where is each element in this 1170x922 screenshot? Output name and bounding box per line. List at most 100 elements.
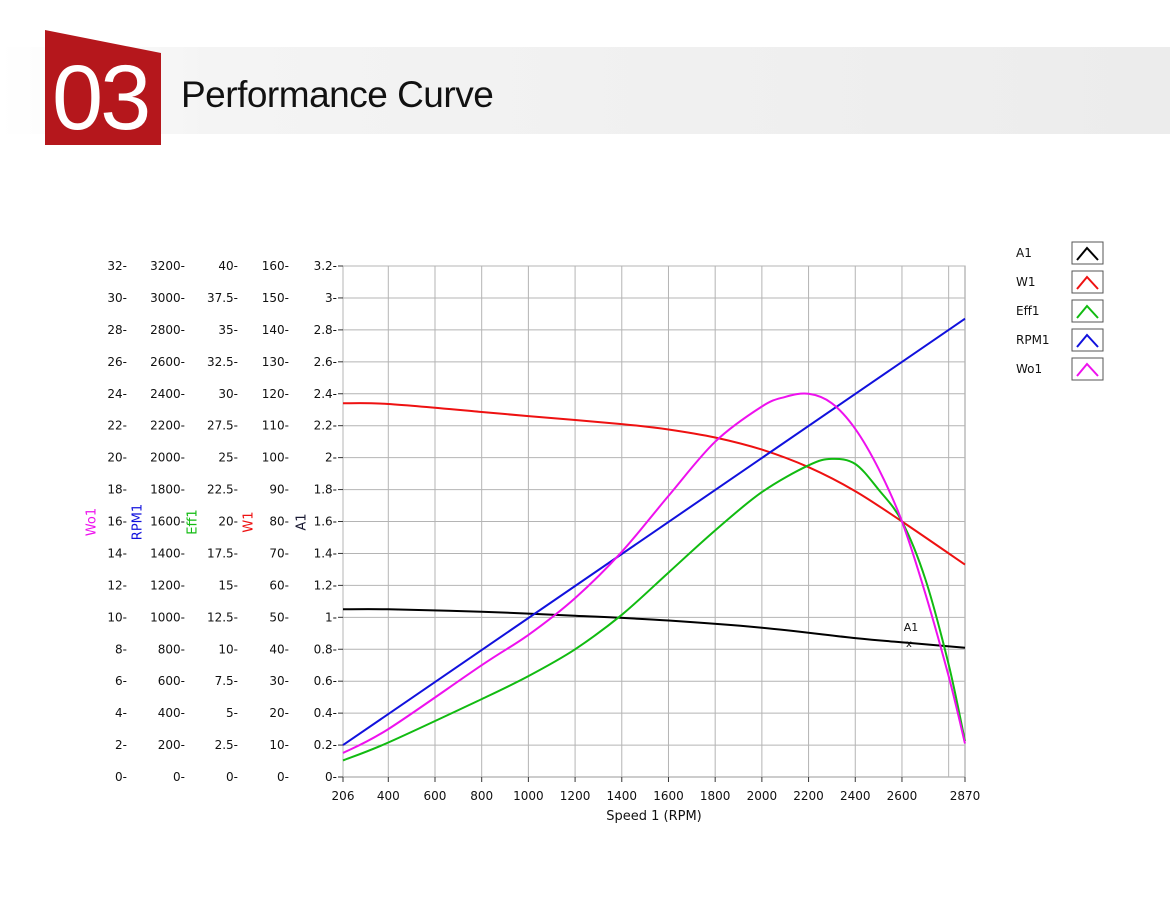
y-tick-label-rpm1: 1000- xyxy=(150,610,185,624)
legend-swatch-box xyxy=(1071,328,1104,352)
y-tick-label-w1: 70- xyxy=(269,546,289,560)
section-badge xyxy=(45,30,161,145)
legend-swatch-wo1 xyxy=(1076,362,1099,377)
y-tick-label-w1: 100- xyxy=(262,451,289,465)
y-tick-label-wo1: 22- xyxy=(107,419,127,433)
x-tick-label: 400 xyxy=(377,789,400,803)
y-tick-label-eff1: 7.5- xyxy=(215,674,238,688)
x-tick-label: 1000 xyxy=(513,789,544,803)
y-tick-label-rpm1: 2800- xyxy=(150,323,185,337)
y-axis-title-w1: W1 xyxy=(242,511,257,532)
y-tick-label-a1: 1.8- xyxy=(314,483,337,497)
y-tick-label-eff1: 30- xyxy=(218,387,238,401)
y-tick-label-wo1: 24- xyxy=(107,387,127,401)
x-tick-label: 1600 xyxy=(653,789,684,803)
y-tick-label-eff1: 15- xyxy=(218,578,238,592)
y-axis-title-rpm1: RPM1 xyxy=(131,504,146,540)
x-tick-label: 2600 xyxy=(887,789,918,803)
x-tick-label: 1400 xyxy=(607,789,638,803)
section-number: 03 xyxy=(52,47,151,149)
y-tick-label-eff1: 22.5- xyxy=(207,483,238,497)
y-tick-label-eff1: 0- xyxy=(226,770,238,784)
legend-swatch-a1 xyxy=(1076,246,1099,261)
y-tick-label-eff1: 32.5- xyxy=(207,355,238,369)
x-tick-label: 2400 xyxy=(840,789,871,803)
x-tick-label: 2870 xyxy=(950,789,981,803)
y-tick-label-a1: 3- xyxy=(325,291,337,305)
y-tick-label-w1: 20- xyxy=(269,706,289,720)
y-tick-label-eff1: 37.5- xyxy=(207,291,238,305)
y-tick-label-w1: 60- xyxy=(269,578,289,592)
y-tick-label-wo1: 18- xyxy=(107,483,127,497)
legend-swatch-rpm1 xyxy=(1076,333,1099,348)
x-tick-label: 1800 xyxy=(700,789,731,803)
y-tick-label-w1: 150- xyxy=(262,291,289,305)
y-tick-label-wo1: 4- xyxy=(115,706,127,720)
y-axis-title-eff1: Eff1 xyxy=(186,509,201,534)
legend-swatch-box xyxy=(1071,299,1104,323)
page-title: Performance Curve xyxy=(181,74,494,115)
y-tick-label-w1: 50- xyxy=(269,610,289,624)
legend-swatch-box xyxy=(1071,357,1104,381)
legend-label-wo1: Wo1 xyxy=(1016,362,1042,376)
x-tick-label: 206 xyxy=(332,789,355,803)
y-tick-label-a1: 2.2- xyxy=(314,419,337,433)
y-tick-label-eff1: 40- xyxy=(218,259,238,273)
y-tick-label-rpm1: 600- xyxy=(158,674,185,688)
y-tick-label-rpm1: 3000- xyxy=(150,291,185,305)
y-tick-label-eff1: 17.5- xyxy=(207,546,238,560)
y-tick-label-w1: 160- xyxy=(262,259,289,273)
y-tick-label-a1: 1.4- xyxy=(314,546,337,560)
y-tick-label-wo1: 10- xyxy=(107,610,127,624)
series-line-a1 xyxy=(342,608,966,649)
legend-label-a1: A1 xyxy=(1016,246,1032,260)
series-line-wo1 xyxy=(342,392,966,754)
legend-swatch-box xyxy=(1071,270,1104,294)
y-tick-label-a1: 0.8- xyxy=(314,642,337,656)
y-tick-label-rpm1: 1600- xyxy=(150,515,185,529)
y-tick-label-rpm1: 3200- xyxy=(150,259,185,273)
y-tick-label-wo1: 8- xyxy=(115,642,127,656)
y-tick-label-a1: 1- xyxy=(325,610,337,624)
y-tick-label-wo1: 30- xyxy=(107,291,127,305)
y-tick-label-a1: 0.6- xyxy=(314,674,337,688)
y-tick-label-rpm1: 2200- xyxy=(150,419,185,433)
y-tick-label-wo1: 14- xyxy=(107,546,127,560)
y-tick-label-a1: 2- xyxy=(325,451,337,465)
legend-label-w1: W1 xyxy=(1016,275,1036,289)
y-tick-label-a1: 2.6- xyxy=(314,355,337,369)
y-tick-label-eff1: 27.5- xyxy=(207,419,238,433)
y-tick-label-a1: 2.8- xyxy=(314,323,337,337)
y-tick-label-eff1: 35- xyxy=(218,323,238,337)
annotation-marker: x xyxy=(906,639,912,650)
y-tick-label-w1: 40- xyxy=(269,642,289,656)
y-tick-label-w1: 10- xyxy=(269,738,289,752)
y-tick-label-rpm1: 2600- xyxy=(150,355,185,369)
y-tick-label-w1: 0- xyxy=(277,770,289,784)
y-tick-label-rpm1: 200- xyxy=(158,738,185,752)
y-tick-label-a1: 1.2- xyxy=(314,578,337,592)
y-tick-label-rpm1: 800- xyxy=(158,642,185,656)
y-tick-label-a1: 0.4- xyxy=(314,706,337,720)
y-tick-label-wo1: 20- xyxy=(107,451,127,465)
y-tick-label-w1: 90- xyxy=(269,483,289,497)
y-tick-label-a1: 0.2- xyxy=(314,738,337,752)
x-axis-title: Speed 1 (RPM) xyxy=(606,809,702,824)
y-axis-title-wo1: Wo1 xyxy=(85,508,100,536)
y-tick-label-eff1: 2.5- xyxy=(215,738,238,752)
series-line-w1 xyxy=(342,402,966,566)
y-tick-label-rpm1: 400- xyxy=(158,706,185,720)
x-tick-label: 1200 xyxy=(560,789,591,803)
y-tick-label-w1: 130- xyxy=(262,355,289,369)
y-tick-label-rpm1: 0- xyxy=(173,770,185,784)
y-tick-label-rpm1: 2400- xyxy=(150,387,185,401)
y-tick-label-wo1: 28- xyxy=(107,323,127,337)
y-tick-label-w1: 30- xyxy=(269,674,289,688)
legend-label-eff1: Eff1 xyxy=(1016,304,1039,318)
y-tick-label-rpm1: 1400- xyxy=(150,546,185,560)
y-tick-label-wo1: 2- xyxy=(115,738,127,752)
x-tick-label: 2200 xyxy=(793,789,824,803)
y-tick-label-w1: 80- xyxy=(269,515,289,529)
y-tick-label-eff1: 20- xyxy=(218,515,238,529)
